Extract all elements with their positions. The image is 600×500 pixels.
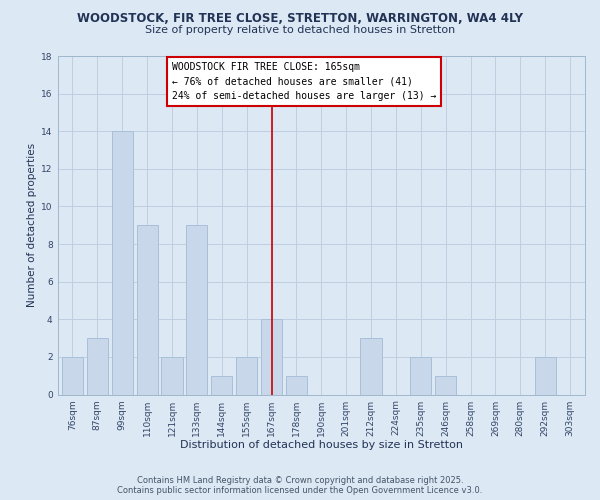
Bar (286, 376, 307, 394)
Bar (261, 320, 282, 394)
Bar (535, 357, 556, 395)
Text: WOODSTOCK, FIR TREE CLOSE, STRETTON, WARRINGTON, WA4 4LY: WOODSTOCK, FIR TREE CLOSE, STRETTON, WAR… (77, 12, 523, 26)
Bar (361, 338, 382, 394)
Text: Contains HM Land Registry data © Crown copyright and database right 2025.: Contains HM Land Registry data © Crown c… (137, 476, 463, 485)
Bar (62, 357, 83, 395)
Bar (236, 357, 257, 395)
Bar (161, 357, 182, 395)
Y-axis label: Number of detached properties: Number of detached properties (27, 143, 37, 308)
Bar (211, 376, 232, 394)
Bar (435, 376, 456, 394)
Bar (137, 226, 158, 394)
X-axis label: Distribution of detached houses by size in Stretton: Distribution of detached houses by size … (180, 440, 463, 450)
Bar (186, 226, 208, 394)
Text: WOODSTOCK FIR TREE CLOSE: 165sqm
← 76% of detached houses are smaller (41)
24% o: WOODSTOCK FIR TREE CLOSE: 165sqm ← 76% o… (172, 62, 436, 101)
Text: Size of property relative to detached houses in Stretton: Size of property relative to detached ho… (145, 25, 455, 35)
Text: Contains public sector information licensed under the Open Government Licence v3: Contains public sector information licen… (118, 486, 482, 495)
Bar (112, 131, 133, 394)
Bar (87, 338, 108, 394)
Bar (410, 357, 431, 395)
